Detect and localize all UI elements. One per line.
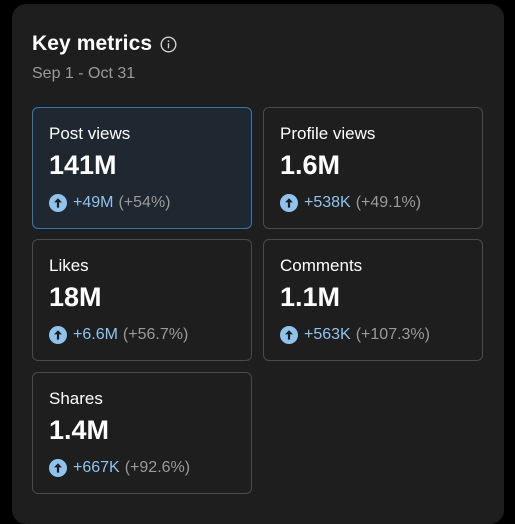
metric-value: 141M [49,150,117,180]
arrow-up-circle-icon [49,326,67,344]
metric-label: Likes [49,256,89,275]
arrow-up-circle-icon [280,194,298,212]
metric-percent: (+56.7%) [122,326,189,343]
metric-card-shares[interactable]: Shares 1.4M +667K (+92.6%) [32,372,252,494]
metric-value: 1.6M [280,150,341,180]
metric-percent: (+49.1%) [355,194,422,211]
metric-percent: (+92.6%) [124,459,191,476]
metric-percent: (+107.3%) [355,326,430,343]
metric-change: +6.6M (+56.7%) [49,326,188,344]
metric-card-profile-views[interactable]: Profile views 1.6M +538K (+49.1%) [263,107,483,229]
date-range: Sep 1 - Oct 31 [32,65,136,82]
metric-change: +667K (+92.6%) [49,459,190,477]
metric-value: 1.1M [280,282,341,312]
metric-value: 18M [49,282,102,312]
arrow-up-circle-icon [49,459,67,477]
metric-delta: +563K [304,326,351,343]
metric-label: Comments [280,256,363,275]
metric-delta: +667K [73,459,120,476]
metric-label: Profile views [280,124,376,143]
arrow-up-circle-icon [49,194,67,212]
metric-delta: +6.6M [73,326,118,343]
title-row: Key metrics [32,32,177,56]
arrow-up-circle-icon [280,326,298,344]
metric-change: +49M (+54%) [49,194,171,212]
metric-card-likes[interactable]: Likes 18M +6.6M (+56.7%) [32,239,252,361]
info-icon[interactable] [160,35,177,53]
metric-card-post-views[interactable]: Post views 141M +49M (+54%) [32,107,252,229]
metric-change: +563K (+107.3%) [280,326,430,344]
metric-change: +538K (+49.1%) [280,194,421,212]
metric-delta: +538K [304,194,351,211]
metric-delta: +49M [73,194,114,211]
metric-label: Shares [49,389,103,408]
metric-card-comments[interactable]: Comments 1.1M +563K (+107.3%) [263,239,483,361]
key-metrics-panel: Key metrics Sep 1 - Oct 31 Post views 14… [12,4,504,524]
metric-value: 1.4M [49,415,110,445]
metric-label: Post views [49,124,131,143]
panel-header: Key metrics Sep 1 - Oct 31 [32,32,177,83]
panel-title: Key metrics [32,32,153,55]
metric-percent: (+54%) [118,194,171,211]
